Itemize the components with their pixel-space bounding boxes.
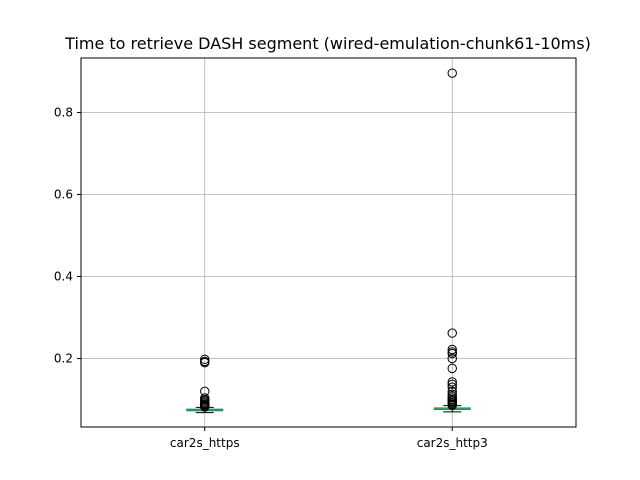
outlier-point [447,400,457,410]
boxes [186,68,471,414]
x-tick-label: car2s_https [170,436,240,450]
plot-frame [80,57,577,428]
y-tick-label: 0.2 [54,352,73,366]
outlier-point [200,402,210,412]
outlier-point [200,357,210,368]
box-car2s_http3 [433,68,471,413]
chart-title: Time to retrieve DASH segment (wired-emu… [64,34,591,53]
axes: 0.2 0.4 0.6 0.8 car2s_https car2s_http3 [54,57,577,450]
outlier-point [447,68,457,78]
outlier-point [447,377,457,387]
y-tick-label: 0.6 [54,188,73,202]
box-car2s_https [186,354,224,414]
grid [81,58,576,427]
outlier-point [447,344,457,355]
outlier-point [447,382,457,392]
outlier-point [447,363,457,374]
outlier-point [447,379,457,390]
outlier-point [447,328,457,338]
outlier-point [447,348,457,359]
outlier-point [447,353,457,364]
y-tick-label: 0.4 [54,270,73,284]
x-tick-label: car2s_http3 [417,436,488,450]
y-tick-label: 0.8 [54,106,73,120]
